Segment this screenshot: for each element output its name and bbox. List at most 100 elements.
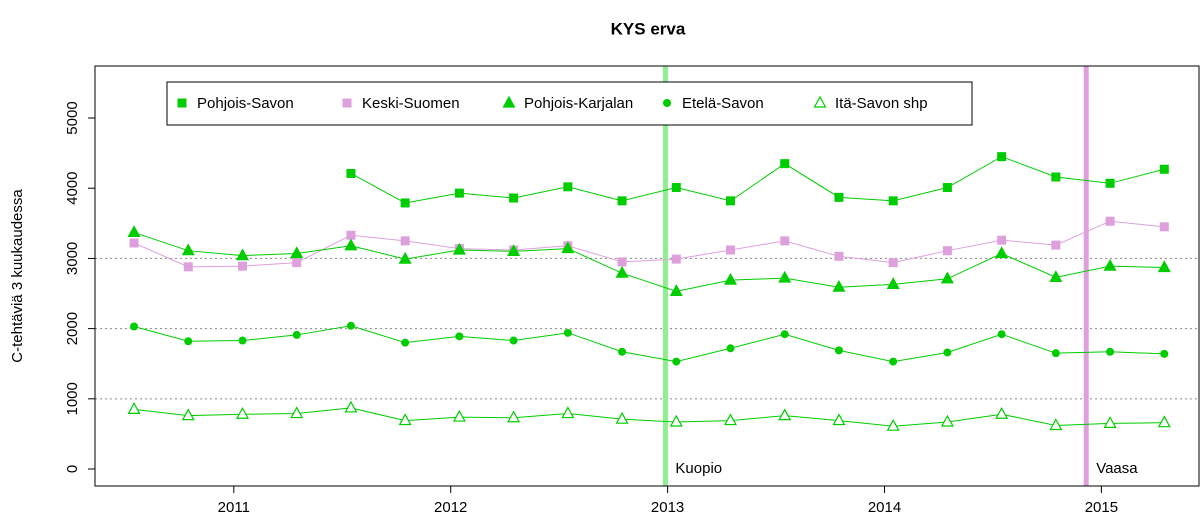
- data-point: [1157, 260, 1171, 273]
- data-point: [1049, 270, 1063, 282]
- data-point: [507, 410, 521, 423]
- data-point: [1157, 415, 1171, 428]
- legend-marker: [342, 98, 352, 108]
- data-point: [942, 246, 952, 256]
- data-point: [942, 183, 952, 193]
- data-point: [290, 406, 304, 419]
- legend-label: Pohjois-Savon: [197, 95, 294, 112]
- data-point: [723, 272, 738, 285]
- data-point: [235, 248, 250, 261]
- data-point: [346, 230, 356, 240]
- y-tick-label: 1000: [64, 382, 81, 415]
- data-point: [1051, 349, 1060, 358]
- data-point: [780, 236, 790, 246]
- legend-marker: [502, 95, 516, 108]
- data-point: [834, 192, 844, 202]
- data-point: [1106, 347, 1115, 356]
- data-point: [780, 159, 790, 169]
- y-tick-label: 4000: [64, 172, 81, 205]
- data-point: [1051, 172, 1061, 182]
- data-point: [401, 338, 410, 347]
- data-point: [886, 277, 900, 289]
- data-point: [943, 348, 952, 357]
- data-point: [1103, 416, 1117, 428]
- y-axis-label: C-tehtäviä 3 kuukaudessa: [9, 189, 26, 363]
- data-point: [617, 196, 627, 206]
- data-point: [618, 347, 627, 356]
- data-point: [886, 418, 900, 431]
- data-point: [398, 251, 412, 264]
- data-point: [184, 337, 193, 346]
- data-point: [563, 328, 572, 337]
- series-line: [133, 231, 1165, 292]
- data-point: [127, 225, 141, 238]
- x-tick-label: 2014: [868, 499, 901, 516]
- data-point: [834, 251, 844, 261]
- legend-marker: [813, 95, 827, 108]
- data-point: [997, 330, 1006, 339]
- plot-frame: [94, 65, 1200, 487]
- data-point: [995, 246, 1009, 259]
- data-point: [235, 407, 250, 419]
- data-point: [1051, 240, 1061, 250]
- data-point: [346, 168, 356, 178]
- data-point: [292, 258, 302, 268]
- data-point: [290, 246, 304, 259]
- data-point: [292, 330, 301, 339]
- data-point: [889, 357, 898, 366]
- data-point: [888, 196, 898, 206]
- legend-label: Itä-Savon shp: [835, 95, 928, 112]
- data-point: [507, 244, 521, 256]
- legend-marker: [177, 98, 187, 108]
- series-line: [350, 156, 1165, 204]
- data-point: [834, 346, 843, 355]
- data-point: [940, 271, 954, 284]
- data-point: [400, 236, 410, 246]
- data-point: [617, 257, 627, 267]
- data-point: [454, 188, 464, 198]
- data-point: [778, 408, 792, 421]
- legend-label: Pohjois-Karjalan: [524, 95, 633, 112]
- data-point: [615, 265, 629, 278]
- y-tick-label: 0: [64, 465, 81, 473]
- data-point: [723, 413, 738, 426]
- series-line: [133, 325, 1165, 363]
- annotation-label: Kuopio: [675, 460, 722, 477]
- data-point: [346, 321, 355, 330]
- data-point: [238, 336, 247, 345]
- data-point: [509, 336, 518, 345]
- y-tick-label: 3000: [64, 242, 81, 275]
- data-point: [452, 242, 466, 255]
- chart-title: KYS erva: [611, 19, 686, 38]
- data-point: [671, 254, 681, 264]
- data-point: [778, 270, 792, 283]
- data-point: [130, 322, 139, 331]
- series-line: [133, 407, 1165, 427]
- legend-marker: [663, 99, 671, 107]
- data-point: [509, 193, 519, 203]
- data-point: [997, 152, 1007, 162]
- data-point: [671, 183, 681, 193]
- data-point: [1159, 164, 1169, 174]
- data-point: [455, 332, 464, 341]
- data-point: [1049, 418, 1063, 431]
- data-point: [344, 400, 358, 413]
- data-point: [780, 330, 789, 339]
- data-point: [888, 258, 898, 268]
- data-point: [1160, 349, 1169, 358]
- data-point: [832, 413, 846, 426]
- data-point: [181, 408, 195, 421]
- data-point: [398, 413, 412, 426]
- data-point: [672, 357, 681, 366]
- data-point: [400, 198, 410, 208]
- legend-label: Keski-Suomen: [362, 95, 460, 112]
- data-point: [669, 284, 683, 297]
- data-point: [129, 238, 139, 248]
- y-tick-label: 5000: [64, 101, 81, 134]
- x-tick-label: 2015: [1085, 499, 1118, 516]
- x-tick-label: 2012: [434, 499, 467, 516]
- legend-label: Etelä-Savon: [682, 95, 764, 112]
- annotation-label: Vaasa: [1096, 460, 1138, 477]
